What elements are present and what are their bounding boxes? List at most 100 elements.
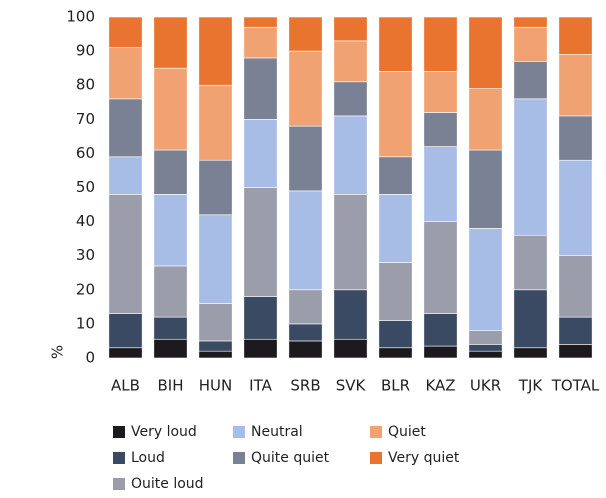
bar-segment	[243, 296, 278, 340]
bar-segment	[243, 57, 278, 120]
x-tick-label: HUN	[199, 377, 232, 395]
bar-segment	[468, 344, 503, 352]
bar-segment	[468, 88, 503, 151]
bar-segment	[468, 330, 503, 345]
x-tick-label: ITA	[249, 377, 272, 395]
bar-segment	[243, 187, 278, 297]
x-tick-label: SRB	[290, 377, 320, 395]
bar-segment	[198, 340, 233, 352]
bar-segment	[378, 71, 413, 158]
bar-segment	[153, 316, 188, 340]
bar-segment	[558, 159, 593, 257]
bar-segment	[333, 81, 368, 117]
legend-swatch	[370, 426, 382, 438]
bar-segment	[513, 26, 548, 62]
bar-segment	[558, 255, 593, 318]
bar-segment	[333, 194, 368, 291]
bar-segment	[288, 340, 323, 359]
x-tick-label: TJK	[518, 377, 544, 395]
bar-segment	[108, 194, 143, 314]
bar-segment	[198, 303, 233, 342]
y-tick-label: 70	[76, 110, 95, 128]
y-tick-label: 20	[76, 280, 95, 298]
bar-segment	[153, 67, 188, 151]
bar-segment	[243, 16, 278, 28]
y-tick-label: 10	[76, 314, 95, 332]
bar-segment	[468, 149, 503, 229]
bar-segment	[108, 156, 143, 195]
bar-segment	[153, 16, 188, 69]
bar-segment	[378, 347, 413, 359]
bar-segment	[378, 16, 413, 72]
bar-segment	[333, 338, 368, 359]
bar-segment	[513, 347, 548, 359]
bar-segment	[198, 16, 233, 86]
bar-segment	[378, 156, 413, 195]
bar-segment	[558, 54, 593, 117]
bar-segment	[288, 323, 323, 342]
bar-segment	[558, 316, 593, 345]
bar-segment	[243, 338, 278, 359]
legend-label: Neutral	[251, 424, 303, 440]
bar-segment	[108, 313, 143, 349]
legend-label: Very loud	[131, 424, 197, 440]
bar-segment	[153, 265, 188, 318]
x-tick-label: TOTAL	[551, 377, 600, 395]
bar-segment	[513, 234, 548, 291]
y-tick-label: 0	[85, 349, 95, 367]
bar-segment	[198, 214, 233, 304]
bar-segment	[288, 289, 323, 325]
bar-segment	[288, 50, 323, 127]
y-tick-label: 100	[66, 8, 95, 26]
bar-segment	[243, 26, 278, 59]
bar-segment	[558, 344, 593, 359]
bar-segment	[468, 228, 503, 332]
bar-segment	[288, 16, 323, 52]
bar-segment	[423, 16, 458, 72]
legend-label: Very quiet	[388, 450, 460, 466]
x-tick-label: BIH	[158, 377, 184, 395]
bar-segment	[198, 159, 233, 216]
legend-swatch	[113, 452, 125, 464]
y-tick-label: 60	[76, 144, 95, 162]
bar-segment	[378, 320, 413, 349]
bar-segment	[558, 16, 593, 55]
bar-segment	[153, 149, 188, 195]
bar-segment	[333, 40, 368, 83]
y-tick-label: 50	[76, 178, 95, 196]
x-tick-label: BLR	[381, 377, 410, 395]
legend-swatch	[370, 452, 382, 464]
x-tick-label: ALB	[111, 377, 140, 395]
bar-segment	[513, 98, 548, 236]
legend-swatch	[233, 426, 245, 438]
legend-label: Ouite loud	[131, 476, 204, 492]
bar-segment	[423, 345, 458, 359]
bar-segment	[288, 190, 323, 291]
bar-segment	[378, 194, 413, 263]
bar-segment	[423, 71, 458, 113]
bar-segment	[423, 313, 458, 347]
bar-segment	[423, 112, 458, 147]
bar-segment	[333, 115, 368, 195]
bar-segment	[513, 289, 548, 349]
bar-segment	[468, 16, 503, 89]
bar-segment	[423, 146, 458, 222]
legend-label: Quiet	[388, 424, 426, 440]
bar-segment	[108, 47, 143, 100]
bar-segment	[243, 119, 278, 188]
bar-segment	[198, 350, 233, 359]
legend-label: Quite quiet	[251, 450, 330, 466]
legend-label: Loud	[131, 450, 165, 466]
bar-segment	[378, 262, 413, 321]
bar-segment	[333, 16, 368, 42]
bar-segment	[513, 16, 548, 28]
bar-segment	[198, 84, 233, 161]
y-tick-label: 90	[76, 42, 95, 60]
bar-segment	[108, 347, 143, 359]
x-tick-label: KAZ	[425, 377, 455, 395]
y-axis-label: %	[49, 345, 67, 359]
y-tick-label: 80	[76, 76, 95, 94]
bar-segment	[423, 221, 458, 314]
legend-swatch	[233, 452, 245, 464]
